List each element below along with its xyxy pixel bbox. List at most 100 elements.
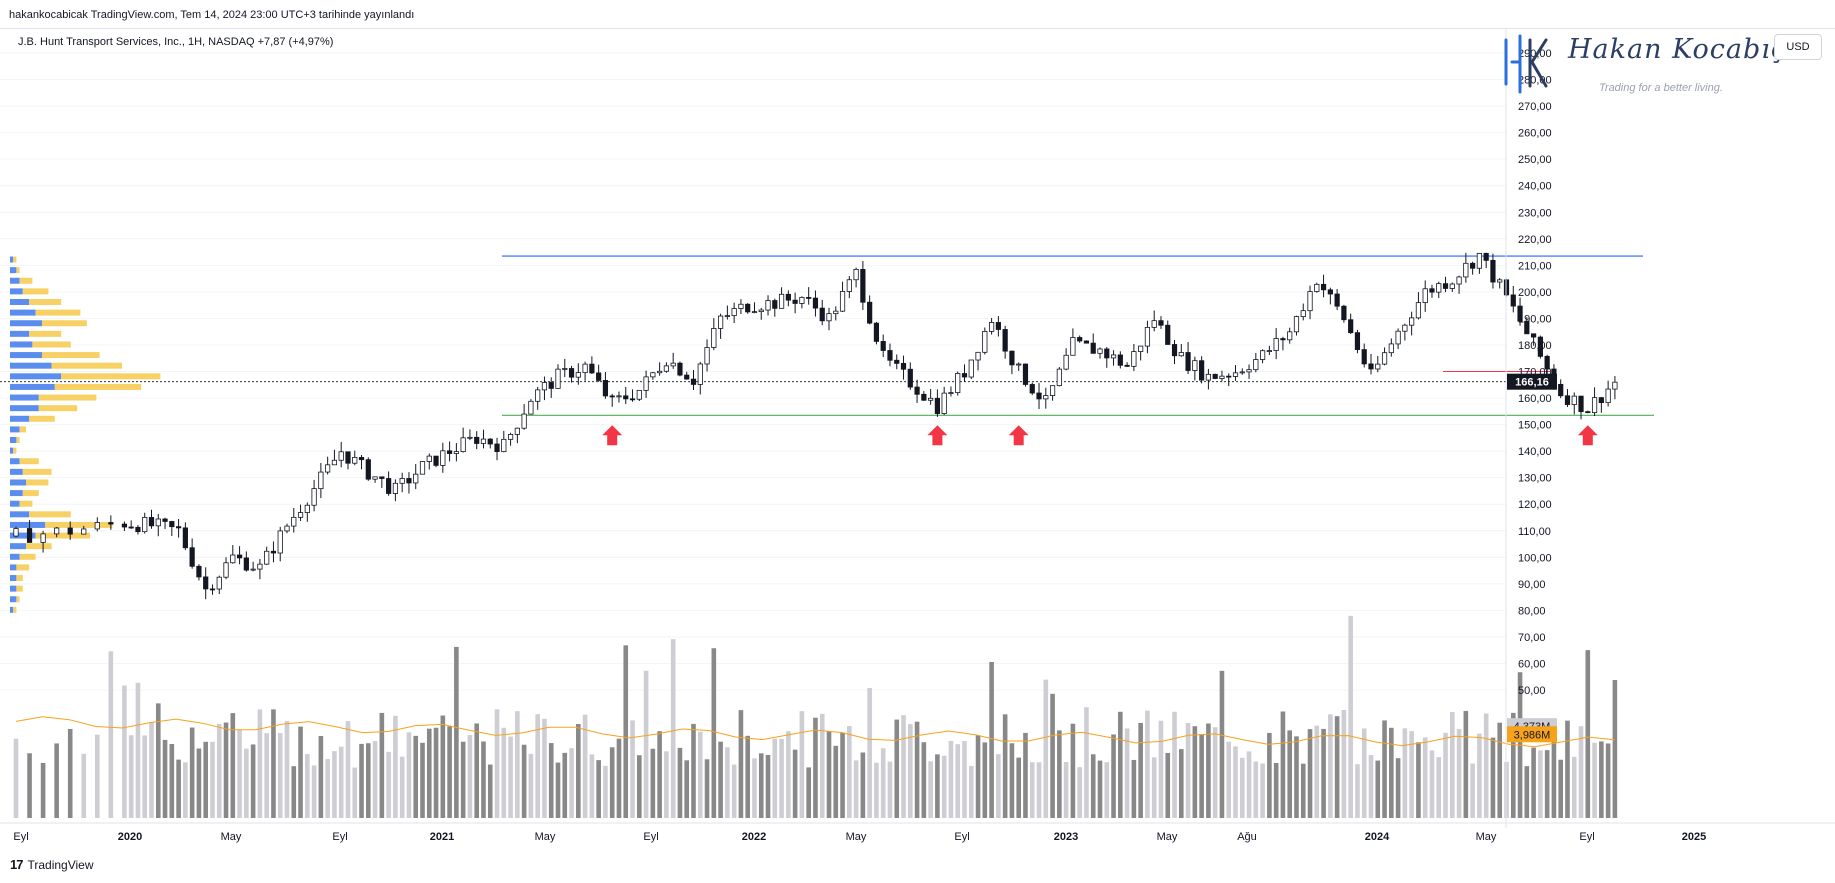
volume-bar [1368, 755, 1374, 818]
candle-down [474, 436, 480, 444]
candle-down [1036, 392, 1042, 400]
candle-up [1138, 345, 1144, 352]
candlestick-chart[interactable]: 50,00 60,00 70,00 80,00 90,00 100,00 110,00 120… [0, 28, 1835, 855]
volume-bar [1409, 731, 1414, 818]
candle-up [1097, 348, 1103, 354]
candle-up [1436, 283, 1442, 293]
volume-profile-up [10, 426, 20, 433]
volume-bar [975, 735, 981, 818]
candle-up [311, 488, 317, 506]
candle-down [1442, 283, 1449, 289]
volume-profile-down [38, 394, 97, 401]
candle-down [386, 478, 392, 494]
candle-up [975, 351, 981, 361]
volume-bar [183, 762, 188, 818]
price-tick-label: 90,00 [1518, 579, 1546, 591]
candle-up [1314, 283, 1320, 292]
candle-down [1171, 344, 1178, 357]
candle-down [1510, 294, 1516, 307]
volume-bar [677, 747, 683, 818]
volume-bar [908, 724, 913, 818]
candle-down [148, 517, 155, 527]
candle-down [1199, 360, 1205, 381]
price-tick-label: 60,00 [1518, 658, 1546, 670]
volume-bar [718, 741, 723, 818]
price-tick-label: 50,00 [1518, 685, 1546, 697]
time-axis[interactable]: Eyl 2020 May Eyl 2021 May Eyl 2022 May Eyl 2023 May… [0, 822, 1835, 843]
candle-down [609, 395, 615, 398]
volume-profile-up [10, 330, 30, 337]
candle-down [1327, 289, 1333, 295]
volume-bar [176, 759, 181, 818]
candle-up [216, 576, 222, 590]
volume-bar [813, 717, 818, 818]
volume-bar [853, 760, 859, 818]
arrow-up-icon [927, 425, 948, 446]
volume-bar [460, 741, 466, 818]
published-info: hakankocabicak TradingView.com, Tem 14, … [9, 9, 415, 21]
horizontal-levels[interactable] [0, 255, 1654, 416]
candle-down [270, 550, 277, 554]
volume-profile-down [16, 585, 23, 592]
volume-bar [487, 764, 493, 818]
volume-bar [840, 732, 845, 818]
candle-up [521, 413, 527, 429]
volume-bar [1226, 741, 1232, 818]
volume-bar [1253, 761, 1259, 818]
candle-up [636, 389, 642, 400]
candle-up [480, 438, 487, 444]
volume-bar [203, 741, 208, 818]
tradingview-footer[interactable]: 17 TradingView [10, 857, 94, 872]
candle-down [995, 322, 1001, 330]
candle-down [209, 588, 216, 591]
volume-bar [399, 756, 405, 818]
volume-profile-down [35, 309, 81, 316]
volume-bar [1605, 743, 1611, 818]
volume-bar [1050, 693, 1055, 818]
candle-up [501, 438, 507, 453]
volume-bar [1124, 728, 1130, 818]
volume-bar [609, 747, 615, 818]
time-tick-label: May [535, 831, 556, 843]
volume-bar [1219, 670, 1225, 818]
candle-down [1354, 332, 1361, 350]
price-axis[interactable]: 50,00 60,00 70,00 80,00 90,00 100,00 110,00 120… [1505, 28, 1552, 828]
candle-up [724, 315, 730, 318]
volume-bar [40, 762, 46, 818]
volume-bar [284, 720, 290, 818]
candle-up [440, 450, 446, 466]
candle-up [277, 530, 283, 554]
time-tick-label: 2024 [1365, 831, 1390, 843]
volume-profile-up [10, 532, 36, 539]
candle-down [629, 398, 636, 401]
volume-bar [799, 711, 805, 818]
candle-up [1192, 360, 1198, 371]
candle-down [1090, 342, 1096, 354]
volume-bar [576, 723, 581, 818]
volume-profile-up [10, 362, 52, 369]
currency-button[interactable]: USD [1774, 34, 1822, 60]
candle-up [778, 293, 785, 309]
candle-up [1605, 388, 1611, 404]
time-tick-label: Eyl [13, 831, 28, 843]
candle-up [928, 397, 934, 401]
volume-bar [711, 648, 717, 818]
candle-down [568, 368, 575, 378]
candle-down [379, 476, 385, 479]
arrow-up-icon [1577, 425, 1598, 446]
candle-up [1016, 363, 1022, 366]
price-tick-label: 70,00 [1518, 632, 1546, 644]
volume-profile-down [29, 330, 62, 337]
symbol-legend[interactable]: J.B. Hunt Transport Services, Inc., 1H, … [18, 36, 334, 48]
volume-profile-down [16, 596, 20, 603]
volume-bar [406, 732, 412, 818]
candle-up [1402, 324, 1408, 332]
candle-down [961, 373, 968, 378]
volume-bar [1043, 679, 1049, 818]
volume-bar [582, 714, 588, 818]
volume-bar [874, 762, 879, 818]
volume-profile-up [10, 267, 17, 274]
volume-bar [1111, 734, 1116, 818]
volume-profile-up [10, 341, 33, 348]
axis-badges: 166,164,373M3,986M [1507, 373, 1557, 743]
